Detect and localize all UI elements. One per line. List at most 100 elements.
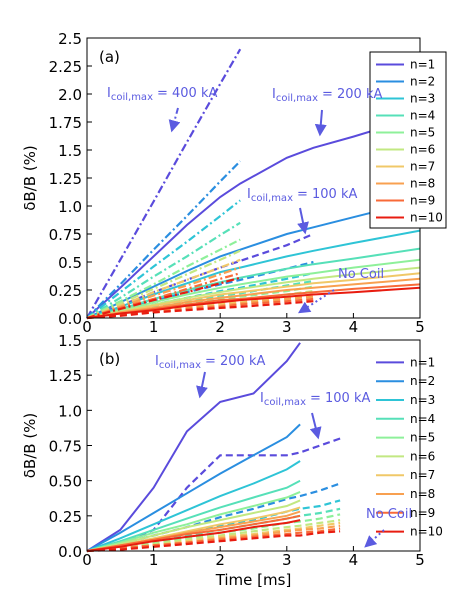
annotation-main: I <box>155 354 159 369</box>
y-tick-label: 1.0 <box>58 198 82 216</box>
annotation: Icoil,max = 100 kA <box>260 391 370 408</box>
annotation-sub: coil,max <box>276 93 318 104</box>
y-tick-label: 1.25 <box>49 170 82 188</box>
annotation-rest: = 100 kA <box>310 391 370 406</box>
x-tick-label: 5 <box>415 318 425 336</box>
y-tick-label: 2.0 <box>58 86 82 104</box>
legend-label: n=10 <box>410 211 443 225</box>
annotation: No Coil <box>366 507 412 522</box>
y-tick-label: 0.75 <box>49 226 82 244</box>
series-line <box>86 300 314 320</box>
legend-label: n=5 <box>410 126 435 140</box>
series-line <box>86 437 341 553</box>
x-tick-label: 3 <box>282 551 292 569</box>
series-line <box>86 249 241 320</box>
series-line <box>86 460 301 552</box>
y-tick-label: 2.25 <box>49 58 82 76</box>
legend-label: n=1 <box>410 355 435 369</box>
annotation-sub: coil,max <box>111 92 153 103</box>
annotation-sub: coil,max <box>251 193 293 204</box>
y-tick-label: 1.5 <box>58 332 82 350</box>
y-tick-label: 1.5 <box>58 142 82 160</box>
y-axis-label: δB/B (%) <box>21 145 39 211</box>
annotation-main: I <box>107 86 111 101</box>
legend-label: n=4 <box>410 109 435 123</box>
x-tick-label: 3 <box>282 318 292 336</box>
y-tick-label: 1.0 <box>58 402 82 420</box>
series-line <box>86 423 301 552</box>
legend-label: n=7 <box>410 468 435 482</box>
annotation-rest: = 100 kA <box>297 187 357 202</box>
y-tick-label: 1.75 <box>49 114 82 132</box>
x-tick-label: 5 <box>415 551 425 569</box>
annotation: Icoil,max = 200 kA <box>155 354 265 371</box>
series-line <box>86 342 301 552</box>
panel-label: (a) <box>99 48 120 66</box>
y-tick-label: 0.25 <box>49 282 82 300</box>
x-tick-label: 2 <box>215 318 225 336</box>
y-tick-label: 0.25 <box>49 508 82 526</box>
panel: 0 1 2 3 4 5 0.0 0.25 0.5 0.75 1.0 1.25 1.5 1.75 2.0 2.2… <box>21 30 447 336</box>
annotation-rest: = 200 kA <box>205 354 265 369</box>
annotation: Icoil,max = 100 kA <box>247 187 357 204</box>
legend-label: n=5 <box>410 431 435 445</box>
series-line <box>86 499 301 552</box>
panel: 0 1 2 3 4 5 0.0 0.25 0.50 0.75 1.0 1.25 1.5 (b) δB/B (… <box>21 332 443 589</box>
annotation-main: No Coil <box>338 267 384 282</box>
series-line <box>86 160 241 319</box>
series-line <box>86 258 421 319</box>
legend-label: n=3 <box>410 393 435 407</box>
y-tick-label: 1.25 <box>49 367 82 385</box>
series-line <box>86 272 421 319</box>
legend-label: n=6 <box>410 449 435 463</box>
series-line <box>86 48 242 319</box>
legend-label: n=1 <box>410 58 435 72</box>
series-line <box>86 258 241 320</box>
y-tick-label: 0.5 <box>58 254 82 272</box>
x-tick-label: 0 <box>82 551 92 569</box>
annotation-arrow <box>196 371 208 399</box>
series-line <box>86 527 341 553</box>
y-axis-label: δB/B (%) <box>21 413 39 479</box>
legend-label: n=2 <box>410 374 435 388</box>
annotation-arrow <box>309 412 322 440</box>
series-line <box>86 530 341 553</box>
series-line <box>86 115 421 319</box>
x-tick-label: 2 <box>215 551 225 569</box>
annotation-arrow <box>314 109 327 137</box>
annotation: Icoil,max = 200 kA <box>272 87 382 104</box>
x-tick-label: 0 <box>82 318 92 336</box>
x-tick-label: 1 <box>149 551 159 569</box>
y-tick-label: 0.0 <box>58 310 82 328</box>
annotation-arrow <box>168 107 181 133</box>
annotation: Icoil,max = 400 kA <box>107 86 217 103</box>
legend-label: n=10 <box>410 525 443 539</box>
x-tick-label: 4 <box>349 318 359 336</box>
x-tick-label: 1 <box>149 318 159 336</box>
annotation: No Coil <box>338 267 384 282</box>
annotation-arrow <box>297 289 335 314</box>
annotation-rest: = 200 kA <box>322 87 382 102</box>
panel-label: (b) <box>99 350 120 368</box>
legend-label: n=4 <box>410 412 435 426</box>
legend-label: n=3 <box>410 92 435 106</box>
annotation-sub: coil,max <box>159 360 201 371</box>
series-line <box>86 482 341 553</box>
y-tick-label: 0.75 <box>49 438 82 456</box>
y-tick-label: 0.0 <box>58 543 82 561</box>
annotation-main: No Coil <box>366 507 412 522</box>
annotation-arrow <box>297 207 309 235</box>
series-line <box>86 286 421 319</box>
x-tick-label: 4 <box>349 551 359 569</box>
y-tick-label: 0.50 <box>49 473 82 491</box>
legend-label: n=6 <box>410 143 435 157</box>
series-line <box>86 266 241 320</box>
legend-label: n=9 <box>410 506 435 520</box>
series-line <box>86 221 241 319</box>
legend-label: n=8 <box>410 487 435 501</box>
series-line <box>86 514 301 552</box>
legend-label: n=9 <box>410 194 435 208</box>
annotation-main: I <box>247 187 251 202</box>
annotation-main: I <box>260 391 264 406</box>
